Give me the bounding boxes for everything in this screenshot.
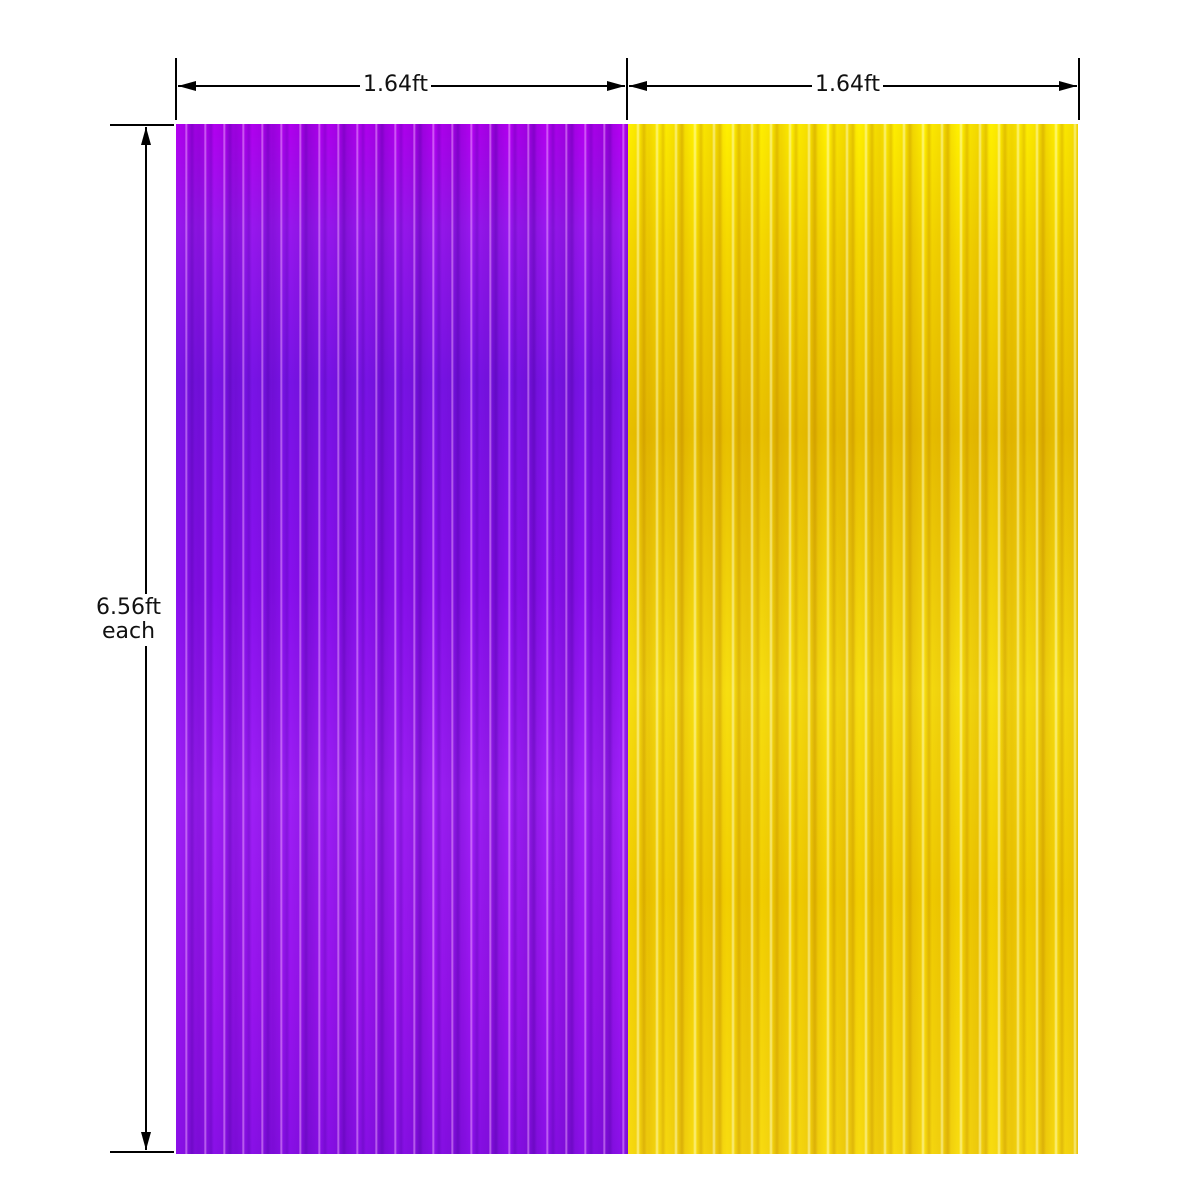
width-label-right: 1.64ft bbox=[812, 72, 883, 98]
height-label: 6.56ft each bbox=[92, 594, 165, 646]
height-value: 6.56ft bbox=[96, 595, 161, 620]
height-note: each bbox=[101, 619, 156, 644]
gold-foil-curtain bbox=[628, 124, 1078, 1154]
purple-foil-curtain bbox=[176, 124, 628, 1154]
width-label-left: 1.64ft bbox=[360, 72, 431, 98]
